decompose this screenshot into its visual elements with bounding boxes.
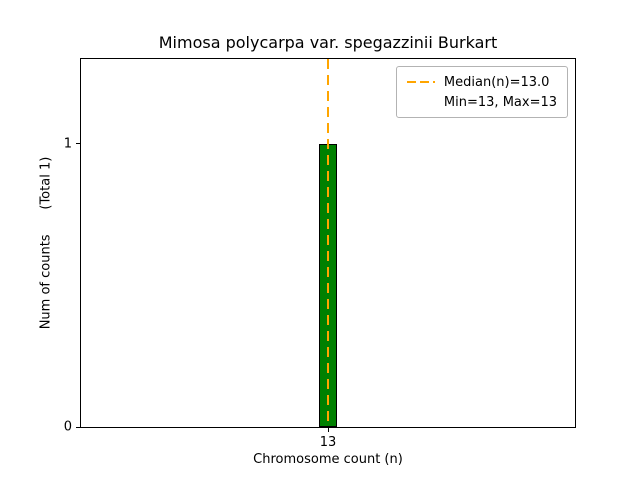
legend-entry-minmax: Min=13, Max=13 [407, 92, 557, 112]
legend-entry-median: Median(n)=13.0 [406, 72, 557, 92]
x-axis-label: Chromosome count (n) [253, 452, 403, 467]
legend-label-median: Median(n)=13.0 [443, 74, 550, 90]
y-tick-mark-1 [76, 143, 80, 145]
plot-area: 0 1 13 Median(n)=13.0 Min=13, Max=13 [64, 58, 576, 450]
y-axis-label: Num of counts (Total 1) [38, 156, 54, 330]
y-tick-label-1: 1 [63, 136, 72, 152]
y-tick-label-0: 0 [63, 419, 72, 435]
y-tick-mark-0 [76, 426, 80, 428]
legend-label-minmax: Min=13, Max=13 [443, 94, 557, 110]
legend-empty-handle [407, 101, 435, 103]
median-dashed-line-swatch [406, 81, 435, 83]
median-line [327, 59, 329, 427]
x-tick-mark-13 [327, 428, 329, 432]
x-tick-label-13: 13 [319, 435, 337, 450]
legend: Median(n)=13.0 Min=13, Max=13 [395, 66, 568, 118]
chart-title: Mimosa polycarpa var. spegazzinii Burkar… [158, 33, 498, 52]
